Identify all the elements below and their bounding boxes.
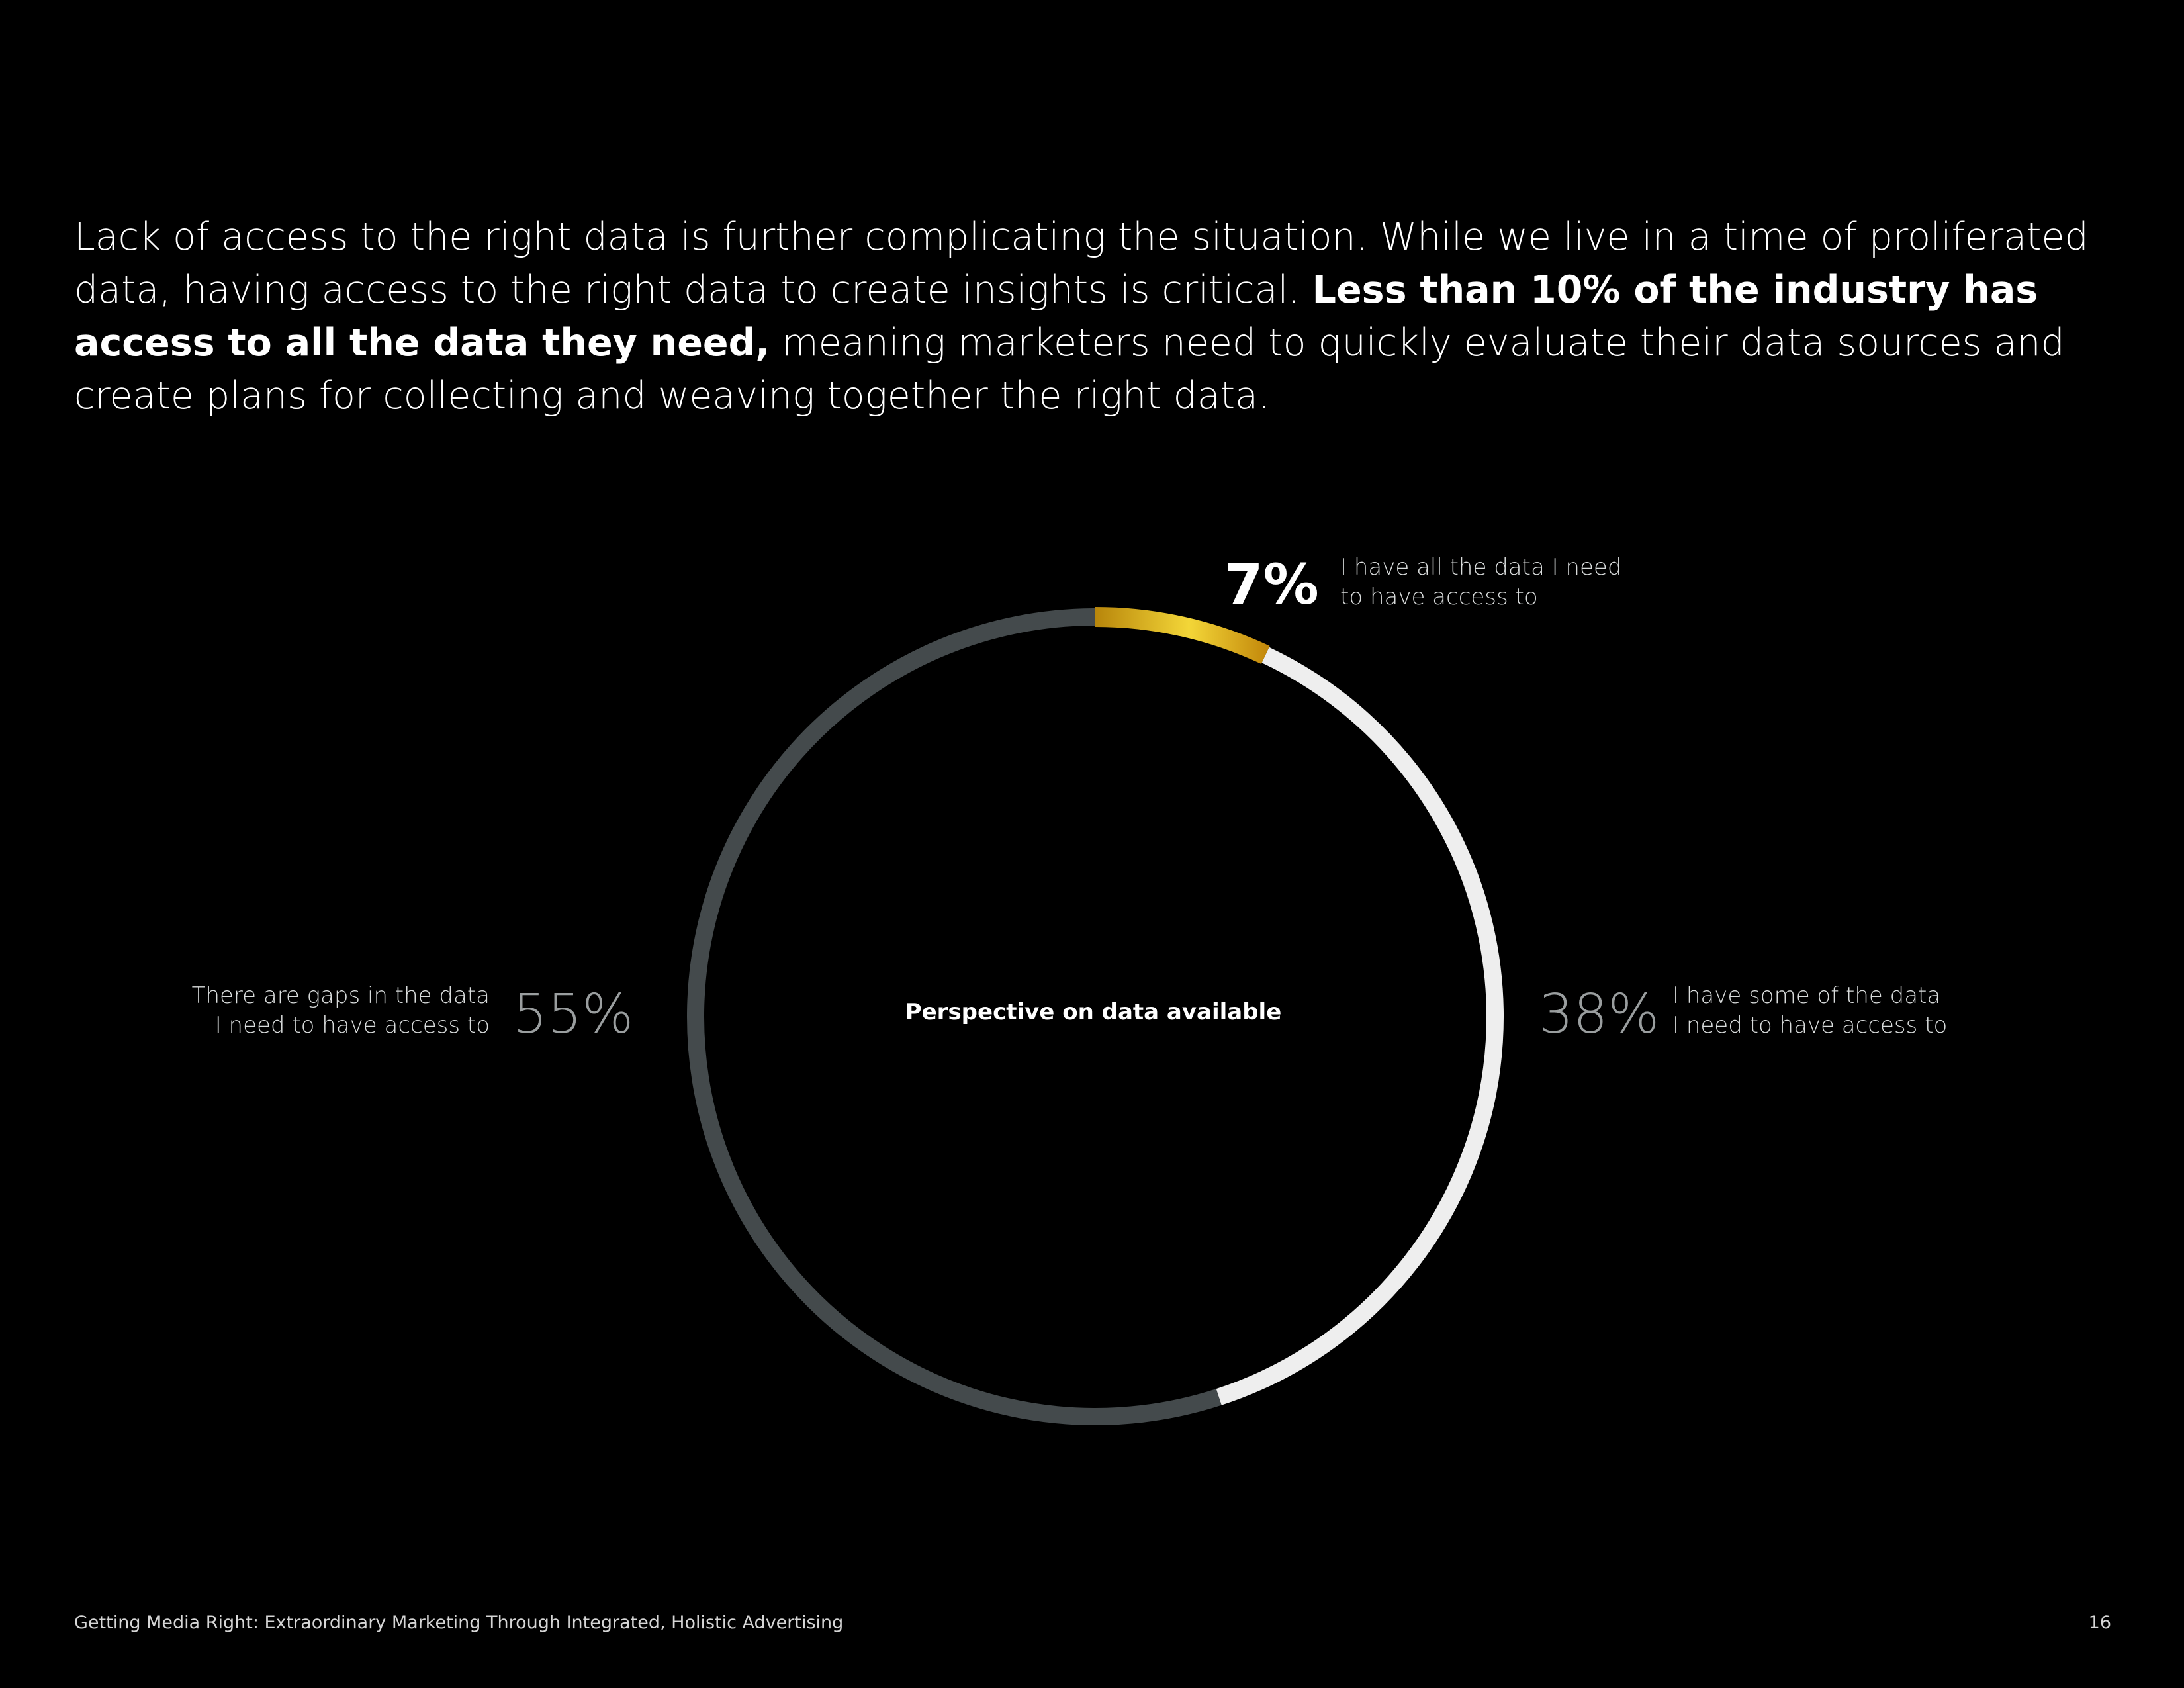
category-label-gaps-line-2: I need to have access to [214,1012,490,1039]
footer-title: Getting Media Right: Extraordinary Marke… [74,1613,844,1633]
category-label-some-data: I have some of the data I need to have a… [1672,981,1947,1041]
intro-paragraph: Lack of access to the right data is furt… [74,211,2099,422]
category-label-all-data-line-1: I have all the data I need [1340,554,1622,581]
category-label-some-data-line-1: I have some of the data [1672,982,1941,1009]
value-label-gaps: 55% [513,983,634,1046]
chart-title: Perspective on data available [905,999,1282,1025]
category-label-gaps-line-1: There are gaps in the data [191,982,490,1009]
category-label-all-data: I have all the data I need to have acces… [1340,553,1621,612]
arc-gaps [687,608,1222,1425]
intro-text-1: Lack of access to the right data is furt… [74,215,2089,312]
value-label-some-data: 38% [1539,983,1660,1046]
value-label-all-data: 7% [1224,552,1319,617]
intro-highlight: Less than 10% of the industry has access… [74,268,2038,365]
category-label-some-data-line-2: I need to have access to [1672,1012,1948,1039]
category-label-gaps: There are gaps in the data I need to hav… [192,981,490,1041]
page-number: 16 [2088,1613,2111,1633]
arc-some-data [1216,647,1504,1405]
arc-all-data [1095,607,1270,665]
category-label-all-data-line-2: to have access to [1340,584,1538,610]
intro-text-2: meaning marketers need to quickly evalua… [74,321,2065,418]
